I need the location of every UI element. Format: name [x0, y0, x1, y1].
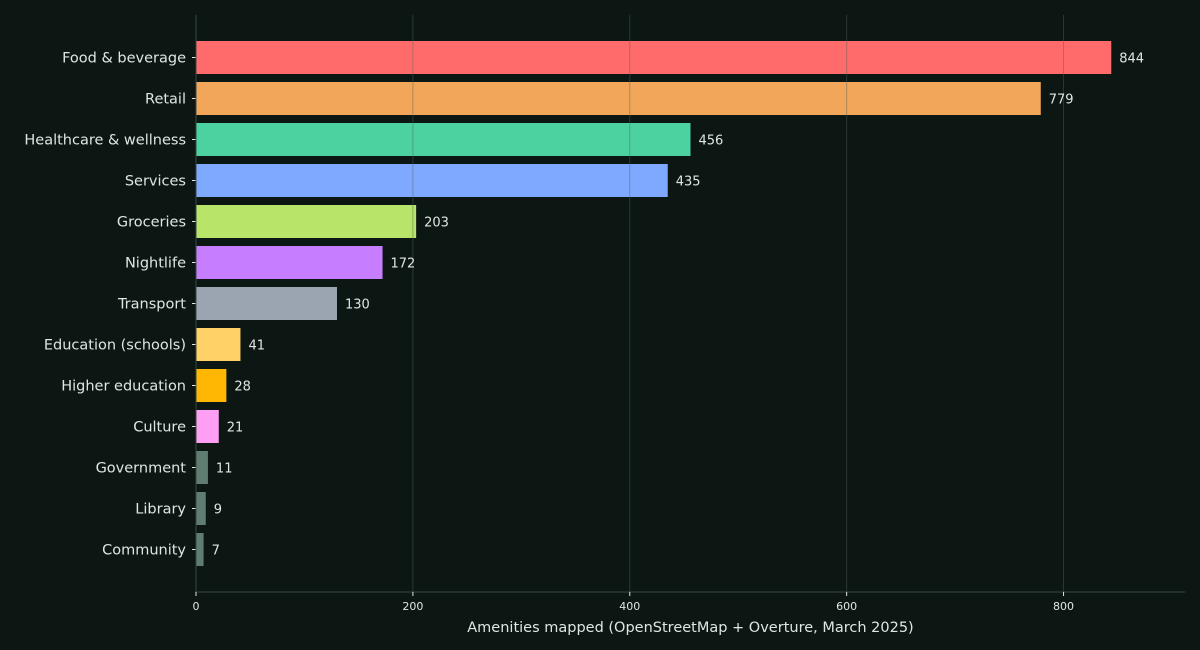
value-label: 844 [1119, 52, 1144, 67]
value-label: 456 [699, 134, 724, 149]
value-label: 28 [234, 380, 251, 395]
value-label: 779 [1049, 93, 1074, 108]
category-label: Culture [133, 420, 186, 436]
x-tick-label: 600 [836, 600, 857, 613]
x-tick-label: 400 [619, 600, 640, 613]
value-label: 130 [345, 298, 370, 313]
value-label: 203 [424, 216, 449, 231]
bar [196, 328, 241, 361]
category-label: Services [125, 174, 186, 190]
x-tick-label: 800 [1053, 600, 1074, 613]
category-label: Transport [117, 297, 186, 313]
x-tick-label: 200 [402, 600, 423, 613]
category-label: Government [96, 461, 187, 477]
value-label: 41 [248, 339, 265, 354]
bar [196, 492, 206, 525]
category-label: Education (schools) [44, 338, 186, 354]
category-label: Groceries [117, 215, 186, 231]
category-label: Nightlife [125, 256, 186, 272]
bar [196, 41, 1112, 74]
axes [192, 15, 1185, 596]
bar [196, 123, 691, 156]
value-label: 9 [214, 503, 222, 518]
bar [196, 533, 204, 566]
bar [196, 287, 337, 320]
bar [196, 164, 668, 197]
bar [196, 82, 1041, 115]
category-label: Healthcare & wellness [24, 133, 186, 149]
value-label: 11 [216, 462, 233, 477]
category-label: Library [135, 502, 186, 518]
bar [196, 451, 208, 484]
bars [196, 15, 1112, 592]
x-axis-title: Amenities mapped (OpenStreetMap + Overtu… [467, 620, 913, 636]
x-tick-label: 0 [193, 600, 200, 613]
value-label: 435 [676, 175, 701, 190]
category-label: Community [102, 543, 186, 559]
labels: Food & beverage 844 Retail 779 Healthcare & … [24, 51, 1144, 614]
bar [196, 205, 417, 238]
bar [196, 410, 219, 443]
bar [196, 369, 227, 402]
category-label: Retail [145, 92, 186, 108]
category-label: Food & beverage [62, 51, 186, 67]
value-label: 7 [212, 544, 220, 559]
value-label: 172 [391, 257, 416, 272]
value-label: 21 [227, 421, 244, 436]
category-label: Higher education [61, 379, 186, 395]
bar [196, 246, 383, 279]
